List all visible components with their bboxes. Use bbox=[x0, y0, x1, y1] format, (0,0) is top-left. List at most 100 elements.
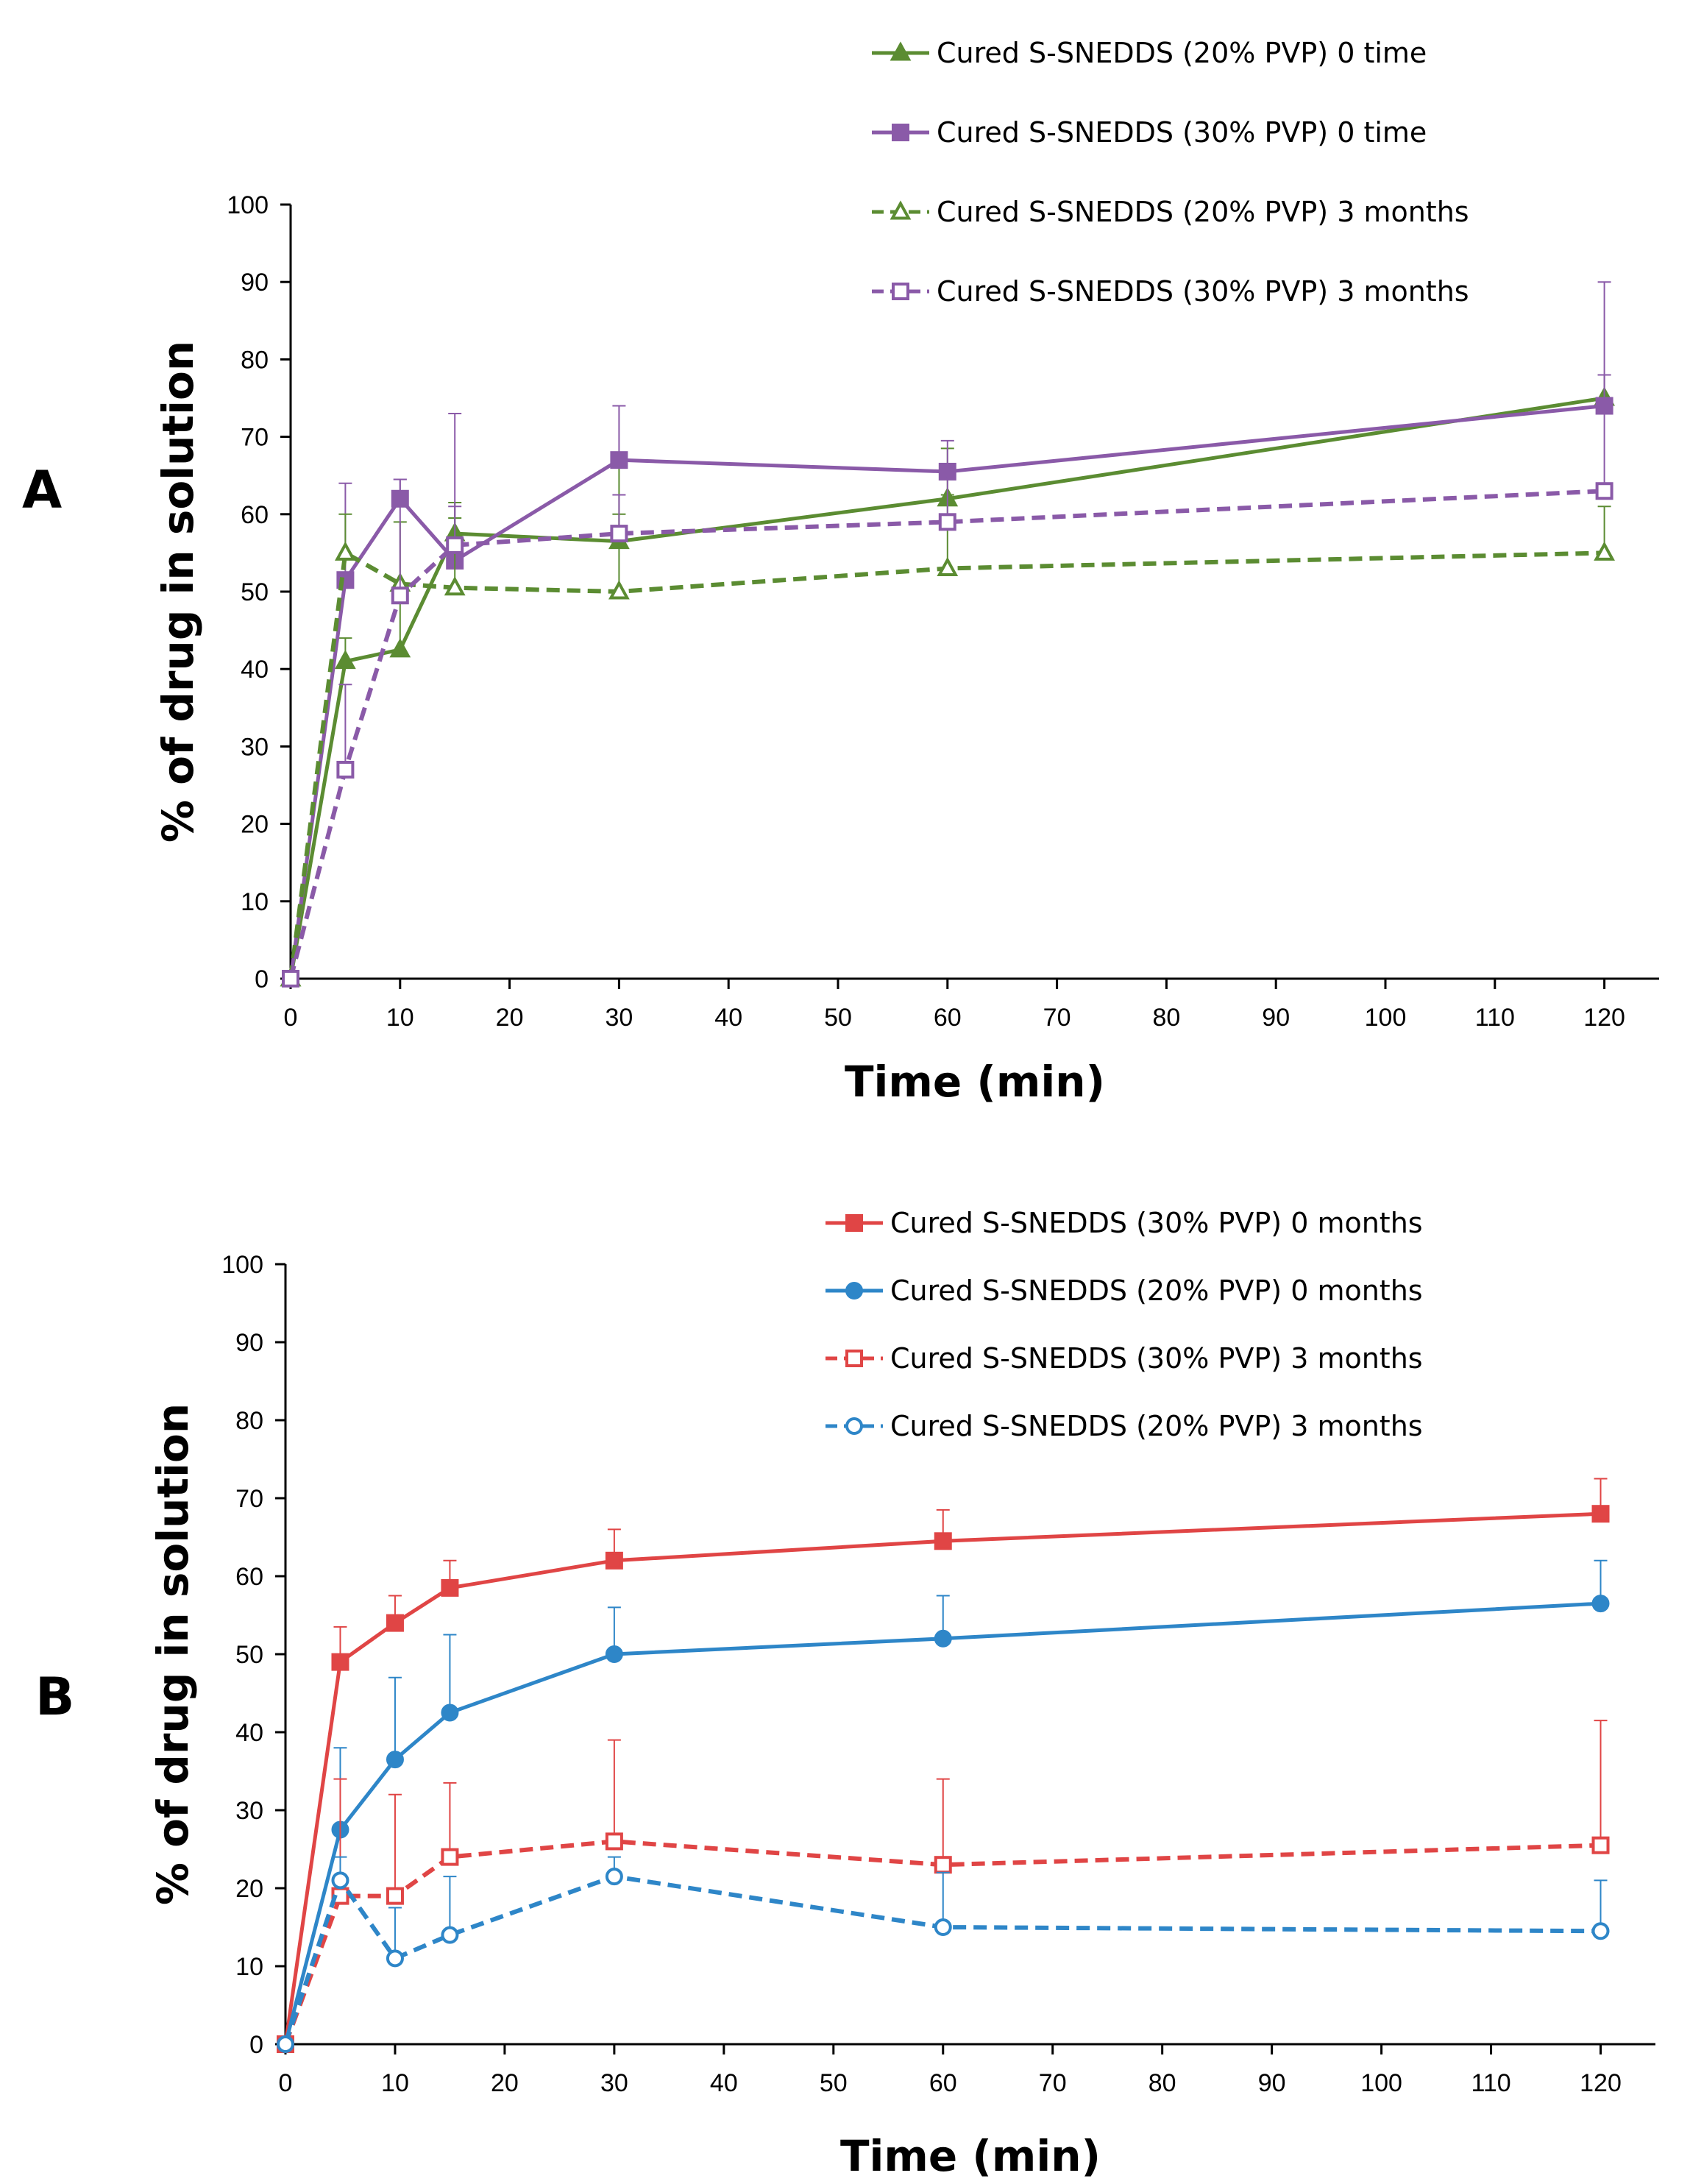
panel-0-legend-entry-2: Cured S-SNEDDS (20% PVP) 3 months bbox=[872, 196, 1469, 228]
panel-1-data-point bbox=[331, 1871, 349, 1890]
panel-1-legend-marker bbox=[845, 1350, 863, 1367]
panel-1-x-tick-label: 120 bbox=[1580, 2069, 1622, 2097]
panel-1-data-point bbox=[1591, 1922, 1610, 1940]
panel-0-data-point bbox=[1595, 482, 1613, 500]
panel-0-legend-label: Cured S-SNEDDS (30% PVP) 3 months bbox=[937, 275, 1469, 308]
panel-1-legend-entry-1: Cured S-SNEDDS (20% PVP) 0 months bbox=[826, 1274, 1423, 1307]
panel-0-data-point bbox=[282, 970, 299, 988]
panel-1-data-point bbox=[441, 1926, 459, 1944]
panel-1-legend-entry-2: Cured S-SNEDDS (30% PVP) 3 months bbox=[826, 1342, 1423, 1375]
panel-1-panel-label: B bbox=[35, 1667, 74, 1727]
panel-1-y-tick-label: 0 bbox=[249, 2031, 263, 2059]
panel-1-data-point bbox=[605, 1868, 623, 1886]
panel-0-x-tick-label: 20 bbox=[496, 1004, 524, 1032]
panel-0-legend-label: Cured S-SNEDDS (20% PVP) 3 months bbox=[937, 196, 1469, 228]
panel-1-legend-label: Cured S-SNEDDS (30% PVP) 3 months bbox=[890, 1342, 1423, 1375]
panel-1-x-tick-label: 100 bbox=[1360, 2069, 1402, 2097]
panel-1-y-tick-label: 30 bbox=[235, 1797, 263, 1825]
panel-1-data-point bbox=[386, 1751, 404, 1769]
panel-1-data-point bbox=[605, 1645, 623, 1663]
panel-0-data-point bbox=[335, 541, 356, 561]
panel-0-panel-label: A bbox=[22, 460, 62, 520]
panel-0-data-point bbox=[444, 576, 466, 596]
panel-1-legend-entry-3: Cured S-SNEDDS (20% PVP) 3 months bbox=[826, 1410, 1423, 1442]
panel-0-x-tick-label: 90 bbox=[1262, 1004, 1290, 1032]
panel-0-y-tick-label: 100 bbox=[227, 191, 269, 219]
panel-0-x-tick-label: 100 bbox=[1365, 1004, 1407, 1032]
panel-0-legend-label: Cured S-SNEDDS (30% PVP) 0 time bbox=[937, 116, 1427, 149]
panel-0-y-tick-label: 70 bbox=[241, 424, 269, 452]
panel-1-data-point bbox=[386, 1949, 404, 1968]
panel-1-y-tick-label: 10 bbox=[235, 1953, 263, 1981]
panel-1-x-tick-label: 80 bbox=[1148, 2069, 1176, 2097]
panel-1-data-point bbox=[386, 1614, 404, 1632]
panel-0-y-tick-label: 80 bbox=[241, 346, 269, 374]
panel-0-legend-label: Cured S-SNEDDS (20% PVP) 0 time bbox=[937, 37, 1427, 69]
panel-0-data-point bbox=[446, 536, 464, 554]
panel-0-data-point bbox=[608, 580, 630, 600]
panel-1-data-point bbox=[1591, 1595, 1610, 1613]
panel-0-y-tick-label: 90 bbox=[241, 269, 269, 297]
panel-0-x-tick-label: 80 bbox=[1152, 1004, 1180, 1032]
panel-1-data-point bbox=[605, 1832, 623, 1851]
panel-0-data-point bbox=[336, 760, 355, 779]
panel-1-x-tick-label: 50 bbox=[820, 2069, 848, 2097]
panel-1-legend-marker bbox=[845, 1282, 863, 1300]
panel-1-legend-label: Cured S-SNEDDS (20% PVP) 0 months bbox=[890, 1274, 1423, 1307]
panel-0-x-tick-label: 60 bbox=[934, 1004, 962, 1032]
panel-0-x-tick-label: 10 bbox=[386, 1004, 414, 1032]
panel-0-y-tick-label: 0 bbox=[255, 965, 269, 993]
panel-1-x-tick-label: 10 bbox=[381, 2069, 409, 2097]
panel-1-data-point bbox=[277, 2035, 294, 2053]
panel-1-y-tick-label: 20 bbox=[235, 1875, 263, 1903]
panel-1-data-point bbox=[934, 1918, 952, 1936]
panel-0-y-tick-label: 60 bbox=[241, 501, 269, 529]
panel-0-data-point bbox=[1594, 541, 1615, 561]
panel-1-data-point bbox=[441, 1578, 459, 1597]
panel-1-y-tick-label: 80 bbox=[235, 1407, 263, 1435]
panel-0-y-tick-label: 40 bbox=[241, 656, 269, 684]
panel-0-x-tick-label: 120 bbox=[1583, 1004, 1625, 1032]
panel-1-x-tick-label: 40 bbox=[710, 2069, 738, 2097]
panel-1-data-point bbox=[331, 1653, 349, 1671]
panel-0-y-tick-label: 30 bbox=[241, 733, 269, 761]
panel-0-x-tick-label: 70 bbox=[1043, 1004, 1071, 1032]
panel-0-series-3 bbox=[282, 374, 1613, 988]
panel-0-legend-marker bbox=[892, 124, 909, 141]
panel-1-x-tick-label: 110 bbox=[1471, 2069, 1510, 2097]
panel-0-data-point bbox=[391, 586, 409, 605]
panel-1-x-axis-title: Time (min) bbox=[840, 2131, 1101, 2181]
panel-1-series-0 bbox=[277, 1478, 1610, 2053]
panel-1-data-point bbox=[1591, 1505, 1610, 1523]
panel-0-x-tick-label: 50 bbox=[824, 1004, 852, 1032]
panel-1-y-tick-label: 50 bbox=[235, 1641, 263, 1669]
panel-0-legend-entry-3: Cured S-SNEDDS (30% PVP) 3 months bbox=[872, 275, 1469, 308]
panel-1-data-point bbox=[386, 1887, 404, 1905]
panel-1-x-tick-label: 60 bbox=[929, 2069, 957, 2097]
panel-1-x-tick-label: 30 bbox=[600, 2069, 628, 2097]
panel-1-data-point bbox=[441, 1703, 459, 1722]
panel-1-data-point bbox=[934, 1629, 952, 1648]
panel-0-legend-marker bbox=[892, 283, 909, 300]
panel-0-y-tick-label: 10 bbox=[241, 888, 269, 916]
panel-0-series-1 bbox=[282, 281, 1613, 988]
panel-0-data-point bbox=[389, 638, 411, 658]
panel-1-y-tick-label: 40 bbox=[235, 1719, 263, 1747]
panel-1-data-point bbox=[934, 1532, 952, 1550]
panel-1-x-tick-label: 90 bbox=[1258, 2069, 1286, 2097]
panel-0-x-tick-label: 30 bbox=[605, 1004, 633, 1032]
panel-0-x-axis-title: Time (min) bbox=[845, 1057, 1105, 1107]
panel-1-legend-marker bbox=[845, 1417, 863, 1435]
panel-0-legend-entry-1: Cured S-SNEDDS (30% PVP) 0 time bbox=[872, 116, 1427, 149]
chart-panel-a: A 0 10 20 30 40 50 60 70 80 90 100 0 10 20 30 40 50 60 70 80… bbox=[22, 37, 1659, 1107]
panel-1-x-tick-label: 0 bbox=[279, 2069, 293, 2097]
panel-1-y-tick-label: 70 bbox=[235, 1485, 263, 1513]
panel-0-legend-marker bbox=[890, 41, 912, 61]
panel-0-series-line bbox=[288, 550, 1605, 979]
panel-0-data-point bbox=[610, 525, 628, 543]
chart-panel-b: B 0 10 20 30 40 50 60 70 80 90 100 0 10 20 30 40 50 60 70 80… bbox=[35, 1207, 1655, 2181]
panel-0-x-tick-label: 110 bbox=[1475, 1004, 1515, 1032]
panel-0-y-tick-label: 50 bbox=[241, 578, 269, 606]
panel-0-y-axis-title: % of drug in solution bbox=[153, 341, 203, 843]
